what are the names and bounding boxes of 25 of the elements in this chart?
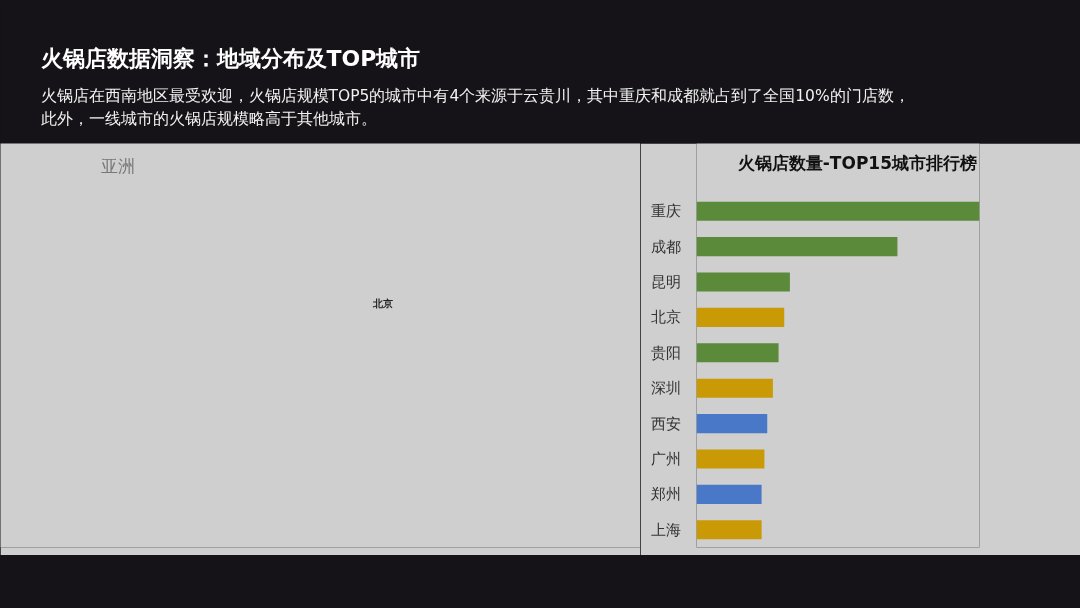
bar [696,449,765,469]
bar [696,201,980,221]
y-tick-label: 昆明 [650,273,681,291]
y-tick-label: 郑州 [650,485,681,504]
y-tick-label: 西安 [650,414,681,433]
text: 火锅店数量-TOP15城市排行榜 [737,152,978,173]
y-tick-label: 成都 [650,237,681,256]
bar [696,272,790,292]
bar [696,520,762,540]
y-tick-label: 重庆 [650,202,681,221]
bar [696,343,779,363]
bar [696,414,768,434]
y-tick-label: 广州 [650,450,681,468]
text: 北京 [371,298,393,309]
y-tick-label: 贵阳 [650,343,681,362]
y-tick-label: 北京 [650,308,681,327]
text: 火锅店数据洞察：地域分布及TOP城市 [40,46,421,71]
y-tick-label: 上海 [650,520,681,539]
text: 亚洲 [100,155,135,176]
y-tick-label: 深圳 [650,379,681,398]
bar [696,484,762,504]
text: 火锅店在西南地区最受欢迎，火锅店规模TOP5的城市中有4个来源于云贵川，其中重庆和成都就占到了全国10%的门店数，此外，一线城市的火锅店规模略高于其他城市。 [40,86,910,128]
bar [696,237,898,257]
bar [696,307,785,327]
bar [696,378,773,398]
